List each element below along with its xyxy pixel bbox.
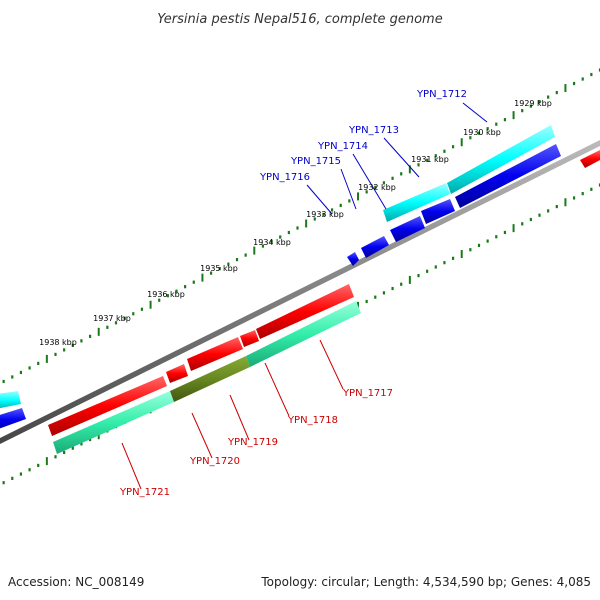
scale-label: 1933 kbp <box>306 210 344 219</box>
reverse-gene-bar <box>447 125 555 194</box>
reverse-gene-bar <box>0 391 21 409</box>
leader-line-reverse <box>352 153 387 210</box>
leader-line-reverse <box>306 184 333 215</box>
forward-cds-arrow <box>240 330 259 347</box>
map-title: Yersinia pestis Nepal516, complete genom… <box>157 12 442 27</box>
scale-label: 1932 kbp <box>358 183 396 192</box>
leader-line-forward <box>121 442 142 490</box>
gene-label-reverse: YPN_1712 <box>416 89 467 100</box>
topology-text: Topology: circular; Length: 4,534,590 bp… <box>260 575 591 589</box>
forward-cds-arrow <box>580 150 600 168</box>
genome-backbone <box>0 140 600 445</box>
gene-label-forward: YPN_1718 <box>287 415 338 426</box>
scale-label: 1934 kbp <box>253 238 291 247</box>
gene-label-forward: YPN_1719 <box>227 437 278 448</box>
leader-line-reverse <box>340 168 357 210</box>
reverse-gene-bar <box>383 183 450 222</box>
gene-label-forward: YPN_1721 <box>119 487 170 498</box>
reverse-cds-arrow <box>347 252 359 266</box>
leader-line-forward <box>319 339 344 390</box>
leader-line-forward <box>191 412 213 459</box>
gene-label-reverse: YPN_1713 <box>348 125 399 136</box>
forward-cds-arrow <box>48 376 167 436</box>
leader-line-reverse <box>383 137 420 178</box>
reverse-cds-arrow <box>390 216 425 242</box>
leader-line-reverse <box>462 102 488 123</box>
scale-label: 1931 kbp <box>411 155 449 164</box>
forward-gene-bar <box>246 301 361 367</box>
reverse-cds-arrow <box>361 236 389 258</box>
scale-label: 1935 kbp <box>200 264 238 273</box>
tick-tracks <box>2 68 600 485</box>
accession-text: Accession: NC_008149 <box>8 575 144 589</box>
scale-labels: 1929 kbp 1930 kbp 1931 kbp 1932 kbp 1933 kbp… <box>39 99 552 347</box>
gene-labels: YPN_1712 YPN_1713 YPN_1714 YPN_1715 YPN_1716… <box>119 89 467 498</box>
forward-cds-arrow <box>256 284 354 339</box>
scale-label: 1938 kbp <box>39 338 77 347</box>
leader-line-forward <box>264 362 290 417</box>
scale-label: 1937 kbp <box>93 314 131 323</box>
forward-gene-bar <box>170 356 250 402</box>
reverse-cds-arrow <box>455 144 561 208</box>
gene-label-reverse: YPN_1716 <box>259 172 310 183</box>
forward-gene-bar <box>53 391 174 454</box>
gene-label-reverse: YPN_1715 <box>290 156 341 167</box>
scale-label: 1930 kbp <box>463 128 501 137</box>
gene-label-forward: YPN_1717 <box>342 388 393 399</box>
forward-cds-arrow <box>187 337 243 371</box>
forward-cds-arrow <box>166 364 188 383</box>
scale-label: 1929 kbp <box>514 99 552 108</box>
leader-lines <box>121 102 488 490</box>
gene-label-forward: YPN_1720 <box>189 456 240 467</box>
reverse-cds-arrow <box>0 408 26 429</box>
reverse-cds-arrow <box>421 199 455 224</box>
gene-label-reverse: YPN_1714 <box>317 141 368 152</box>
leader-line-forward <box>229 394 250 441</box>
scale-label: 1936 kbp <box>147 290 185 299</box>
